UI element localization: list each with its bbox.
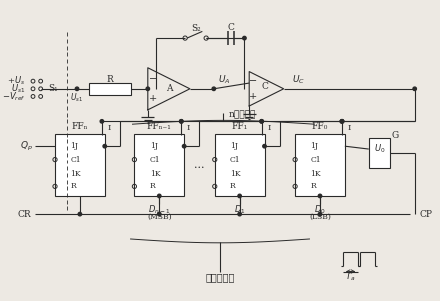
- Text: $D_0$: $D_0$: [314, 203, 326, 216]
- Text: 1J: 1J: [70, 142, 78, 150]
- Text: 1K: 1K: [70, 170, 81, 178]
- Circle shape: [318, 194, 322, 198]
- Text: FFₙ: FFₙ: [72, 122, 88, 131]
- Text: FFₙ₋₁: FFₙ₋₁: [147, 122, 172, 131]
- Text: $U_0$: $U_0$: [374, 143, 385, 155]
- Text: −: −: [249, 77, 257, 86]
- Text: $D_{n-1}$: $D_{n-1}$: [148, 203, 171, 216]
- Text: I: I: [348, 124, 351, 132]
- Circle shape: [183, 144, 186, 148]
- Text: +$U_s$: +$U_s$: [7, 75, 26, 87]
- Text: C1: C1: [311, 156, 321, 163]
- Text: 1K: 1K: [230, 170, 241, 178]
- Text: I: I: [108, 124, 111, 132]
- Circle shape: [413, 87, 416, 91]
- Circle shape: [212, 87, 216, 91]
- Bar: [215, 134, 264, 196]
- Text: C1: C1: [230, 156, 241, 163]
- Text: I: I: [187, 124, 191, 132]
- Bar: [89, 83, 131, 95]
- Circle shape: [238, 213, 242, 216]
- Circle shape: [180, 119, 183, 123]
- Text: CR: CR: [18, 209, 31, 219]
- Circle shape: [78, 213, 81, 216]
- Text: +: +: [148, 94, 157, 103]
- Text: C1: C1: [150, 156, 160, 163]
- Circle shape: [75, 87, 79, 91]
- Circle shape: [103, 144, 106, 148]
- Circle shape: [318, 213, 322, 216]
- Text: A: A: [165, 84, 172, 93]
- Text: 1K: 1K: [311, 170, 321, 178]
- Circle shape: [260, 119, 264, 123]
- Text: 1J: 1J: [230, 142, 238, 150]
- Text: FF₁: FF₁: [231, 122, 248, 131]
- Circle shape: [243, 36, 246, 40]
- Text: R: R: [311, 182, 316, 190]
- Text: G: G: [392, 131, 399, 140]
- Text: $D_1$: $D_1$: [234, 203, 246, 216]
- Text: +: +: [249, 92, 257, 101]
- Text: C1: C1: [70, 156, 81, 163]
- Text: R: R: [230, 182, 236, 190]
- Text: $U_{s1}$: $U_{s1}$: [70, 91, 84, 104]
- Circle shape: [340, 119, 344, 123]
- Text: R: R: [106, 75, 114, 84]
- Circle shape: [340, 119, 344, 123]
- Bar: [134, 134, 184, 196]
- Text: FF₀: FF₀: [312, 122, 328, 131]
- Text: C: C: [261, 82, 268, 92]
- Text: $-V_{ref}$: $-V_{ref}$: [2, 90, 26, 103]
- Text: 1J: 1J: [311, 142, 319, 150]
- Text: (MSB): (MSB): [147, 213, 172, 221]
- Text: (LSB): (LSB): [309, 213, 331, 221]
- Text: ...: ...: [194, 160, 205, 170]
- Text: S₁: S₁: [48, 84, 58, 93]
- Circle shape: [263, 144, 266, 148]
- Bar: [295, 134, 345, 196]
- Bar: [369, 138, 390, 168]
- Text: n级计数器: n级计数器: [229, 110, 256, 119]
- Text: 1J: 1J: [150, 142, 158, 150]
- Circle shape: [180, 119, 183, 123]
- Text: C: C: [227, 23, 235, 32]
- Text: I: I: [268, 124, 271, 132]
- Circle shape: [238, 194, 242, 198]
- Text: S₂: S₂: [191, 24, 201, 33]
- Text: R: R: [70, 182, 76, 190]
- Circle shape: [146, 87, 150, 91]
- Text: $Q_p$: $Q_p$: [20, 140, 33, 153]
- Text: 数字量输出: 数字量输出: [205, 273, 235, 282]
- Circle shape: [158, 194, 161, 198]
- Circle shape: [340, 119, 344, 123]
- Text: 1K: 1K: [150, 170, 160, 178]
- Circle shape: [100, 119, 103, 123]
- Text: $T_a$: $T_a$: [345, 270, 356, 283]
- Text: CP: CP: [419, 209, 433, 219]
- Text: $U_A$: $U_A$: [218, 74, 230, 86]
- Text: $U_{s1}$: $U_{s1}$: [11, 82, 26, 95]
- Text: R: R: [150, 182, 155, 190]
- Text: $U_C$: $U_C$: [293, 74, 305, 86]
- Bar: [55, 134, 105, 196]
- Text: −: −: [149, 75, 157, 84]
- Circle shape: [158, 213, 161, 216]
- Circle shape: [260, 119, 264, 123]
